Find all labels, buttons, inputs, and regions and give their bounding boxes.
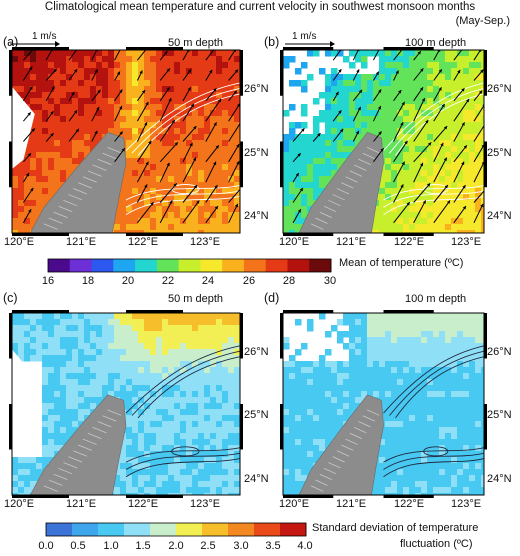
- cb-mean-tick-22: 22: [161, 275, 175, 287]
- cb-std-title: Standard deviation of temperature: [312, 522, 479, 534]
- lat-label-25n-b: 25°N: [487, 147, 512, 159]
- lat-label-25n-c: 25°N: [244, 409, 269, 421]
- lat-label-26n-d: 26°N: [487, 346, 512, 358]
- panel-a-velocity-scale: 1 m/s: [32, 31, 57, 42]
- lat-label-24n-a: 24°N: [244, 210, 269, 222]
- cb-mean-title: Mean of temperature (ºC): [339, 257, 464, 269]
- panel-c-depth: 50 m depth: [168, 293, 224, 305]
- lat-label-25n-a: 25°N: [244, 147, 269, 159]
- lon-label-120e-c: 120°E: [4, 498, 35, 510]
- panel-d-label: (d): [264, 291, 280, 305]
- lat-label-26n-c: 26°N: [244, 346, 269, 358]
- cb-std-tick-4: 4.0: [297, 540, 313, 552]
- panel-d: [280, 310, 487, 498]
- cb-mean-tick-16: 16: [41, 275, 55, 287]
- panel-c: [9, 310, 243, 498]
- cb-std-tick-05: 0.5: [70, 540, 86, 552]
- lon-label-120e-a: 120°E: [4, 236, 35, 248]
- panel-a-depth: 50 m depth: [168, 37, 224, 49]
- lon-label-123e-c: 123°E: [190, 498, 221, 510]
- figure-subtitle: (May-Sep.): [455, 15, 510, 27]
- lon-label-123e-a: 123°E: [190, 236, 221, 248]
- cb-std-tick-15: 1.5: [135, 540, 151, 552]
- lat-label-24n-c: 24°N: [244, 473, 269, 485]
- panel-a-label: (a): [3, 35, 19, 49]
- lon-label-122e-a: 122°E: [128, 236, 159, 248]
- lat-label-24n-b: 24°N: [487, 210, 512, 222]
- panel-b: [280, 47, 487, 236]
- lon-label-121e-c: 121°E: [66, 498, 97, 510]
- colorbar-std: [45, 522, 307, 537]
- lat-label-26n-a: 26°N: [244, 83, 269, 95]
- lon-label-122e-c: 122°E: [128, 498, 159, 510]
- lat-label-25n-d: 25°N: [487, 409, 512, 421]
- cb-mean-tick-30: 30: [323, 275, 337, 287]
- cb-std-tick-35: 3.5: [265, 540, 281, 552]
- cb-std-tick-2: 2.0: [168, 540, 184, 552]
- lon-label-123e-d: 123°E: [451, 498, 482, 510]
- lat-label-26n-b: 26°N: [487, 83, 512, 95]
- cb-std-tick-25: 2.5: [200, 540, 216, 552]
- panel-a: [9, 47, 243, 236]
- lon-label-121e-d: 121°E: [336, 498, 367, 510]
- panel-d-depth: 100 m depth: [405, 293, 467, 305]
- colorbar-mean: [47, 258, 332, 273]
- lat-label-24n-d: 24°N: [487, 473, 512, 485]
- cb-mean-tick-20: 20: [121, 275, 135, 287]
- panel-c-label: (c): [3, 291, 18, 305]
- panel-b-depth: 100 m depth: [405, 37, 467, 49]
- lon-label-121e-b: 121°E: [336, 236, 367, 248]
- cb-mean-tick-18: 18: [81, 275, 95, 287]
- lon-label-122e-d: 122°E: [394, 498, 425, 510]
- lon-label-120e-d: 120°E: [279, 498, 310, 510]
- cb-mean-tick-24: 24: [201, 275, 215, 287]
- panel-b-label: (b): [264, 35, 280, 49]
- figure-title: Climatological mean temperature and curr…: [44, 1, 476, 13]
- lon-label-120e-b: 120°E: [279, 236, 310, 248]
- cb-std-tick-1: 1.0: [103, 540, 119, 552]
- lon-label-123e-b: 123°E: [451, 236, 482, 248]
- panel-b-velocity-scale: 1 m/s: [292, 31, 317, 42]
- cb-std-tick-3: 3.0: [233, 540, 249, 552]
- cb-mean-tick-28: 28: [282, 275, 296, 287]
- cb-mean-tick-26: 26: [242, 275, 256, 287]
- cb-std-title-line2: fluctuation (ºC): [400, 538, 473, 550]
- cb-std-tick-0: 0.0: [38, 540, 54, 552]
- lon-label-122e-b: 122°E: [394, 236, 425, 248]
- lon-label-121e-a: 121°E: [66, 236, 97, 248]
